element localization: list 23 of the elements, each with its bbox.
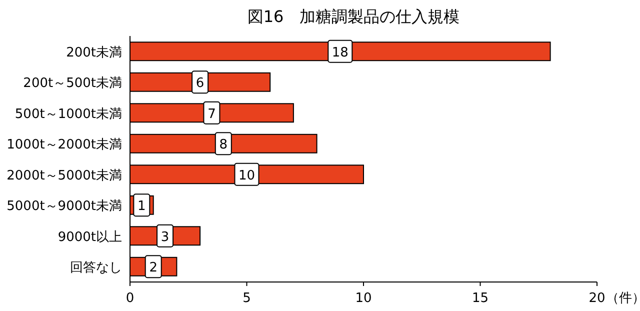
data-label: 2 — [149, 260, 158, 276]
y-tick-label: 5000t～9000t未満 — [6, 199, 122, 214]
x-tick-label: 5 — [242, 291, 251, 306]
y-tick-label: 9000t以上 — [58, 230, 122, 245]
y-tick-label: 500t～1000t未満 — [14, 106, 122, 122]
chart-title: 図16 加糖調製品の仕入規模 — [247, 7, 460, 26]
y-tick-label: 200t～500t未満 — [23, 76, 122, 92]
x-tick-label: 10 — [355, 291, 372, 306]
data-label: 8 — [219, 138, 228, 153]
y-tick-label: 200t未満 — [66, 45, 122, 60]
y-tick-label: 1000t～2000t未満 — [6, 138, 122, 153]
data-label: 18 — [332, 45, 348, 60]
data-label: 1 — [138, 199, 146, 214]
y-tick-label: 2000t～5000t未満 — [6, 168, 122, 184]
data-label: 10 — [238, 168, 256, 184]
x-axis-title: （件） — [606, 291, 640, 306]
x-tick-label: 0 — [126, 291, 134, 306]
x-tick-label: 20 — [588, 291, 606, 306]
data-label: 7 — [208, 106, 216, 122]
y-tick-label: 回答なし — [70, 260, 122, 276]
data-label: 3 — [160, 230, 170, 245]
data-label: 6 — [196, 76, 204, 92]
x-tick-label: 15 — [472, 291, 489, 306]
